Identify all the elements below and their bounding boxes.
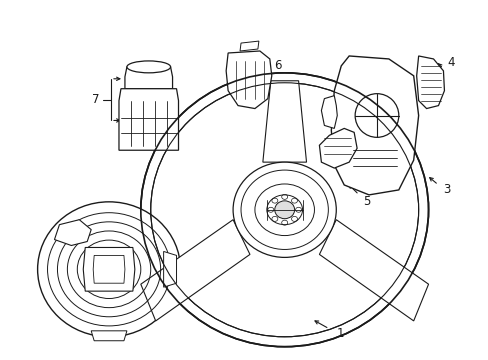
Polygon shape bbox=[331, 56, 418, 195]
Text: 2: 2 bbox=[183, 266, 190, 279]
Text: 4: 4 bbox=[447, 57, 454, 69]
Polygon shape bbox=[416, 56, 444, 109]
Ellipse shape bbox=[127, 61, 170, 73]
Ellipse shape bbox=[233, 162, 336, 257]
Polygon shape bbox=[83, 247, 135, 291]
Polygon shape bbox=[124, 67, 172, 89]
Ellipse shape bbox=[38, 202, 180, 337]
Text: 3: 3 bbox=[442, 184, 449, 197]
Polygon shape bbox=[319, 220, 427, 321]
Ellipse shape bbox=[141, 73, 427, 347]
Ellipse shape bbox=[254, 184, 314, 235]
Polygon shape bbox=[119, 89, 178, 150]
Polygon shape bbox=[263, 81, 306, 162]
Polygon shape bbox=[321, 96, 337, 129]
Polygon shape bbox=[163, 251, 176, 287]
Text: 7: 7 bbox=[92, 93, 100, 106]
Polygon shape bbox=[54, 220, 91, 246]
Text: 1: 1 bbox=[336, 327, 343, 340]
Polygon shape bbox=[225, 51, 271, 109]
Polygon shape bbox=[91, 331, 127, 341]
Ellipse shape bbox=[266, 195, 302, 225]
Polygon shape bbox=[319, 129, 356, 168]
Polygon shape bbox=[240, 41, 258, 51]
Ellipse shape bbox=[354, 94, 398, 137]
Text: 6: 6 bbox=[273, 59, 281, 72]
Polygon shape bbox=[141, 220, 249, 321]
Text: 5: 5 bbox=[363, 195, 370, 208]
Ellipse shape bbox=[274, 201, 294, 219]
